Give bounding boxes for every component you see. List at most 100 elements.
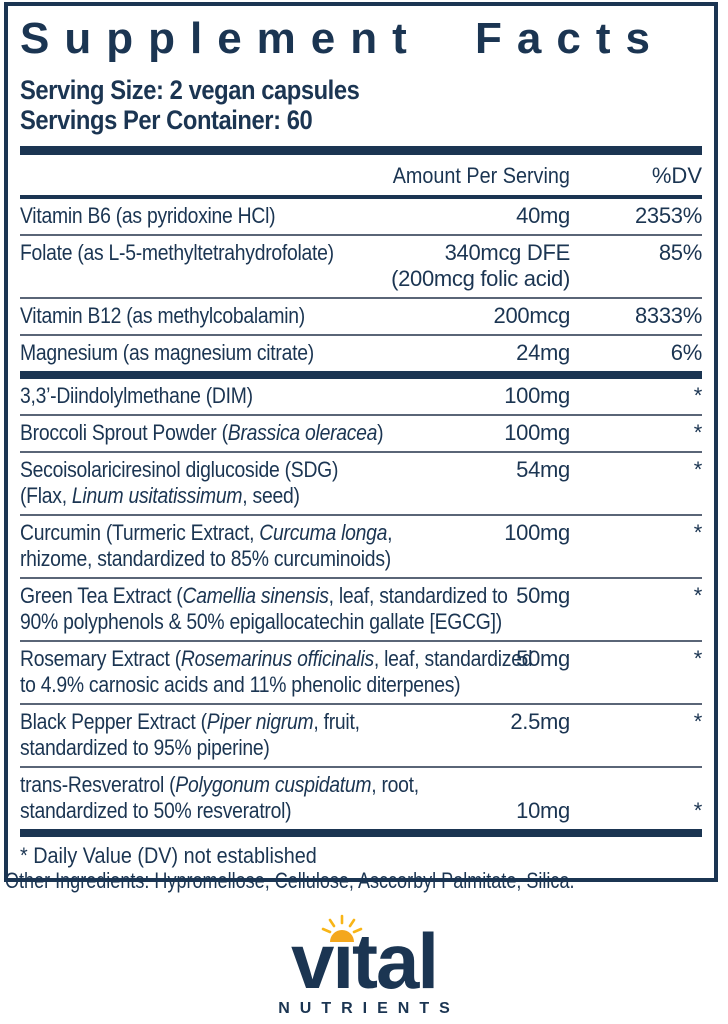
amount-line: 100mg: [504, 383, 570, 408]
ingredient-name-line: Magnesium (as magnesium citrate): [20, 340, 314, 365]
servings-per-container: Servings Per Container: 60: [20, 105, 313, 135]
facts-table-body: Vitamin B6 (as pyridoxine HCl) 40mg 2353% F…: [20, 199, 702, 829]
amount-per-serving-value: 40mg: [510, 203, 570, 229]
percent-dv-value: 85%: [658, 240, 702, 265]
percent-dv-value: 2353%: [634, 203, 702, 228]
percent-dv-value: *: [693, 520, 703, 545]
amount-line: 2.5mg: [510, 709, 570, 734]
ingredient-name-line: rhizome, standardized to 85% curcuminoid…: [20, 546, 391, 571]
panel-title: Supplement Facts: [20, 14, 665, 63]
percent-dv-value: *: [693, 646, 703, 671]
table-row: Green Tea Extract (Camellia sinensis, le…: [20, 579, 702, 640]
ingredient-name: trans-Resveratrol (Polygonum cuspidatum,…: [20, 772, 510, 824]
table-row: Folate (as L-5-methyltetrahydrofolate) 34…: [20, 236, 702, 297]
amount-line: 100mg: [504, 420, 570, 445]
amount-per-serving-value: 200mcg: [488, 303, 571, 329]
table-row: Vitamin B12 (as methylcobalamin) 200mcg 83…: [20, 299, 702, 334]
amount-per-serving-value: 50mg: [510, 583, 570, 609]
amount-per-serving-value: 100mg: [498, 420, 570, 446]
row-separator: [20, 234, 702, 236]
other-ingredients: Other Ingredients: Hypromellose, Cellulo…: [5, 868, 575, 893]
amount-line: 100mg: [504, 520, 570, 545]
ingredient-name: Broccoli Sprout Powder (Brassica olerace…: [20, 420, 498, 446]
ingredient-name: 3,3’-Diindolylmethane (DIM): [20, 383, 498, 409]
table-header-row: Amount Per Serving %DV: [20, 155, 702, 195]
amount-per-serving-header: Amount Per Serving: [392, 163, 570, 188]
percent-dv-value: *: [693, 420, 703, 445]
table-row: trans-Resveratrol (Polygonum cuspidatum,…: [20, 768, 702, 829]
table-row: Vitamin B6 (as pyridoxine HCl) 40mg 2353%: [20, 199, 702, 234]
percent-dv-value: *: [693, 457, 703, 482]
serving-info: Serving Size: 2 vegan capsules Servings …: [20, 75, 702, 135]
row-separator: [20, 703, 702, 705]
amount-line: 340mcg DFE: [444, 240, 571, 265]
brand-logo: vıtal NUTRIENTS: [0, 914, 728, 1018]
percent-dv-value: *: [693, 583, 703, 608]
amount-line: 54mg: [516, 457, 570, 482]
row-separator: [20, 577, 702, 579]
section-divider-top: [20, 146, 702, 155]
ingredient-name: Vitamin B6 (as pyridoxine HCl): [20, 203, 510, 229]
ingredient-name: Magnesium (as magnesium citrate): [20, 340, 510, 366]
amount-line: 50mg: [516, 646, 570, 671]
section-divider: [20, 371, 702, 379]
ingredient-name-line: Vitamin B6 (as pyridoxine HCl): [20, 203, 276, 228]
ingredient-name: Vitamin B12 (as methylcobalamin): [20, 303, 488, 329]
amount-line: 10mg: [516, 798, 570, 823]
amount-line: 50mg: [516, 583, 570, 608]
ingredient-name-line: 3,3’-Diindolylmethane (DIM): [20, 383, 253, 408]
ingredient-name-line: Black Pepper Extract (Piper nigrum, frui…: [20, 709, 360, 734]
row-separator: [20, 414, 702, 416]
row-separator: [20, 766, 702, 768]
amount-per-serving-value: 54mg: [510, 457, 570, 483]
row-separator: [20, 514, 702, 516]
ingredient-name: Curcumin (Turmeric Extract, Curcuma long…: [20, 520, 498, 572]
amount-per-serving-value: 100mg: [498, 520, 570, 546]
ingredient-name: Black Pepper Extract (Piper nigrum, frui…: [20, 709, 504, 761]
ingredient-name-line: Curcumin (Turmeric Extract, Curcuma long…: [20, 520, 393, 545]
sun-icon: [321, 914, 363, 942]
ingredient-name-line: trans-Resveratrol (Polygonum cuspidatum,…: [20, 772, 419, 797]
amount-line: (200mcg folic acid): [391, 266, 570, 291]
row-separator: [20, 640, 702, 642]
ingredient-name: Folate (as L-5-methyltetrahydrofolate): [20, 240, 385, 266]
ingredient-name-line: (Flax, Linum usitatissimum, seed): [20, 483, 300, 508]
ingredient-name: Secoisolariciresinol diglucoside (SDG) (F…: [20, 457, 510, 509]
table-row: Rosemary Extract (Rosemarinus officinali…: [20, 642, 702, 703]
amount-line: 24mg: [516, 340, 570, 365]
amount-line: 200mcg: [493, 303, 571, 328]
table-row: Magnesium (as magnesium citrate) 24mg 6%: [20, 336, 702, 371]
dv-footnote: * Daily Value (DV) not established: [20, 843, 317, 868]
table-row: Black Pepper Extract (Piper nigrum, frui…: [20, 705, 702, 766]
row-separator: [20, 451, 702, 453]
table-row: Curcumin (Turmeric Extract, Curcuma long…: [20, 516, 702, 577]
table-row: Broccoli Sprout Powder (Brassica olerace…: [20, 416, 702, 451]
ingredient-name-line: Green Tea Extract (Camellia sinensis, le…: [20, 583, 508, 608]
row-separator: [20, 297, 702, 299]
ingredient-name-line: to 4.9% carnosic acids and 11% phenolic …: [20, 672, 461, 697]
serving-size: Serving Size: 2 vegan capsules: [20, 75, 360, 105]
brand-name: vıtal: [291, 914, 439, 1000]
percent-dv-value: 6%: [670, 340, 703, 365]
brand-word-text: vıtal: [290, 917, 439, 1005]
ingredient-name-line: 90% polyphenols & 50% epigallocatechin g…: [20, 609, 502, 634]
ingredient-name: Green Tea Extract (Camellia sinensis, le…: [20, 583, 510, 635]
percent-dv-value: 8333%: [634, 303, 702, 328]
amount-per-serving-value: 50mg: [510, 646, 570, 672]
ingredient-name-line: Vitamin B12 (as methylcobalamin): [20, 303, 305, 328]
table-row: Secoisolariciresinol diglucoside (SDG) (F…: [20, 453, 702, 514]
amount-per-serving-value: 10mg: [510, 798, 570, 824]
percent-dv-header: %DV: [651, 163, 702, 188]
ingredient-name-line: standardized to 50% resveratrol): [20, 798, 292, 823]
amount-per-serving-value: 2.5mg: [504, 709, 570, 735]
percent-dv-value: *: [693, 383, 703, 408]
amount-line: 40mg: [516, 203, 570, 228]
percent-dv-value: *: [693, 709, 703, 734]
table-row: 3,3’-Diindolylmethane (DIM) 100mg *: [20, 379, 702, 414]
ingredient-name-line: standardized to 95% piperine): [20, 735, 270, 760]
row-separator: [20, 334, 702, 336]
ingredient-name-line: Secoisolariciresinol diglucoside (SDG): [20, 457, 339, 482]
section-divider-bottom: [20, 829, 702, 837]
amount-per-serving-value: 24mg: [510, 340, 570, 366]
ingredient-name: Rosemary Extract (Rosemarinus officinali…: [20, 646, 532, 698]
